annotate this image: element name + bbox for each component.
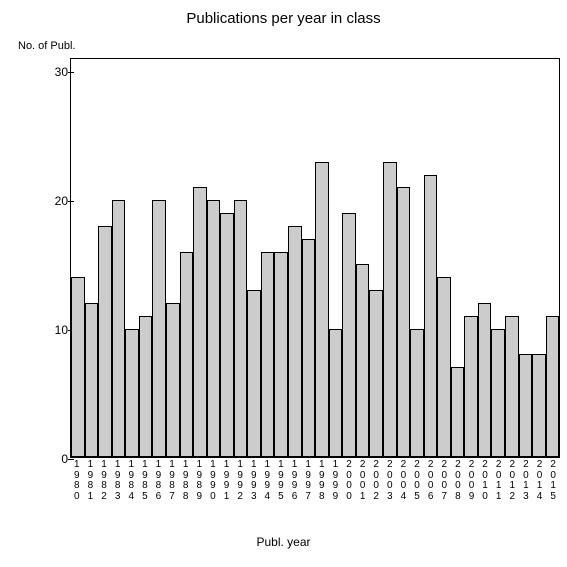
bar <box>166 303 180 457</box>
x-tick-label: 2011 <box>492 460 506 502</box>
bar <box>234 200 248 457</box>
x-tick-label: 1996 <box>288 460 302 502</box>
bar <box>247 290 261 457</box>
x-tick-label: 2004 <box>397 460 411 502</box>
bar <box>329 329 343 457</box>
x-tick-label: 2000 <box>342 460 356 502</box>
y-axis-label: No. of Publ. <box>18 40 75 52</box>
x-tick-label: 1985 <box>138 460 152 502</box>
plot-area <box>70 58 560 458</box>
x-tick-label: 1983 <box>111 460 125 502</box>
x-tick-label: 1989 <box>192 460 206 502</box>
x-tick-label: 1991 <box>220 460 234 502</box>
x-tick-label: 2012 <box>506 460 520 502</box>
bar <box>288 226 302 457</box>
bar <box>505 316 519 457</box>
x-tick-label: 2003 <box>383 460 397 502</box>
x-tick-label: 1993 <box>247 460 261 502</box>
bar <box>451 367 465 457</box>
bar <box>437 277 451 457</box>
x-axis-label: Publ. year <box>0 535 567 549</box>
x-tick-label: 2005 <box>410 460 424 502</box>
y-ticks: 0102030 <box>0 58 68 458</box>
bar <box>193 187 207 457</box>
x-tick-label: 1987 <box>165 460 179 502</box>
bar <box>478 303 492 457</box>
bar <box>207 200 221 457</box>
x-tick-label: 2002 <box>369 460 383 502</box>
x-tick-label: 1995 <box>274 460 288 502</box>
bar <box>152 200 166 457</box>
x-tick-label: 1990 <box>206 460 220 502</box>
bar <box>356 264 370 457</box>
bar <box>315 162 329 457</box>
bars-group <box>71 59 559 457</box>
y-tick-label: 20 <box>0 194 68 208</box>
y-tick-label: 10 <box>0 323 68 337</box>
y-tick-label: 0 <box>0 452 68 466</box>
x-labels: 1980198119821983198419851986198719881989… <box>70 460 560 502</box>
bar <box>274 252 288 457</box>
x-tick-label: 1998 <box>315 460 329 502</box>
x-tick-label: 2014 <box>533 460 547 502</box>
bar <box>220 213 234 457</box>
bar <box>491 329 505 457</box>
x-tick-label: 1988 <box>179 460 193 502</box>
bar <box>464 316 478 457</box>
x-tick-label: 2006 <box>424 460 438 502</box>
bar <box>383 162 397 457</box>
x-tick-label: 1980 <box>70 460 84 502</box>
x-tick-label: 1994 <box>261 460 275 502</box>
bar <box>180 252 194 457</box>
bar <box>410 329 424 457</box>
bar <box>397 187 411 457</box>
x-tick-label: 2009 <box>465 460 479 502</box>
bar <box>139 316 153 457</box>
bar <box>546 316 560 457</box>
bar <box>342 213 356 457</box>
x-tick-label: 2013 <box>519 460 533 502</box>
x-tick-label: 1982 <box>97 460 111 502</box>
bar <box>369 290 383 457</box>
x-tick-label: 1992 <box>233 460 247 502</box>
bar <box>98 226 112 457</box>
x-tick-label: 2015 <box>546 460 560 502</box>
bar <box>85 303 99 457</box>
bar <box>71 277 85 457</box>
chart-container: Publications per year in class No. of Pu… <box>0 0 567 567</box>
bar <box>125 329 139 457</box>
bar <box>302 239 316 457</box>
x-tick-label: 2007 <box>437 460 451 502</box>
chart-title: Publications per year in class <box>0 10 567 27</box>
x-tick-label: 2001 <box>356 460 370 502</box>
y-tick-label: 30 <box>0 65 68 79</box>
x-tick-label: 1981 <box>84 460 98 502</box>
x-tick-label: 2008 <box>451 460 465 502</box>
x-tick-label: 1984 <box>124 460 138 502</box>
bar <box>261 252 275 457</box>
x-tick-label: 1999 <box>329 460 343 502</box>
x-tick-label: 2010 <box>478 460 492 502</box>
bar <box>532 354 546 457</box>
x-tick-label: 1986 <box>152 460 166 502</box>
bar <box>424 175 438 457</box>
x-tick-label: 1997 <box>301 460 315 502</box>
bar <box>519 354 533 457</box>
bar <box>112 200 126 457</box>
